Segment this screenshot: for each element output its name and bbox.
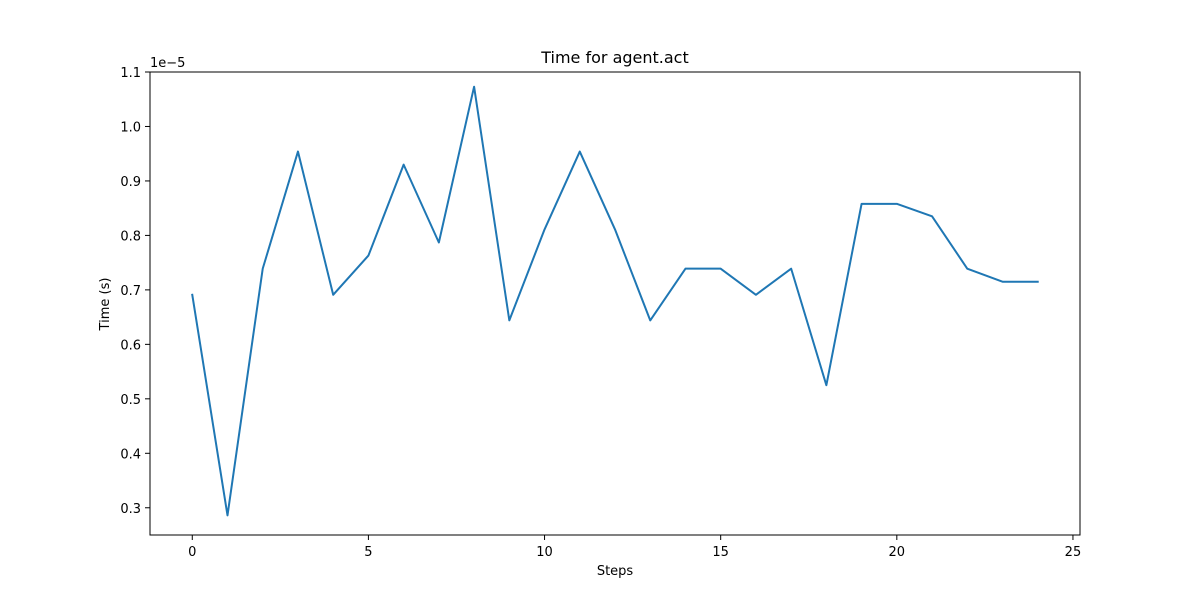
- x-tick-label: 25: [1065, 545, 1082, 560]
- y-tick-label: 0.9: [120, 175, 141, 190]
- y-tick-label: 0.8: [120, 229, 141, 244]
- series-layer: [191, 85, 1039, 517]
- chart-title: Time for agent.act: [540, 48, 689, 67]
- x-tick-label: 20: [889, 545, 906, 560]
- x-tick-label: 15: [712, 545, 729, 560]
- x-tick-label: 10: [536, 545, 553, 560]
- y-tick-label: 1.1: [120, 66, 141, 81]
- x-axis-ticks: 0 5 10 15 20 25: [188, 535, 1081, 560]
- series-line: [191, 85, 1039, 517]
- y-axis-offset-label: 1e−5: [150, 56, 185, 71]
- y-axis-label: Time (s): [98, 278, 113, 332]
- y-axis-ticks: 0.3 0.4 0.5 0.6 0.7 0.8 0.9 1.0 1.1: [120, 66, 150, 517]
- y-tick-label: 1.0: [120, 120, 141, 135]
- y-tick-label: 0.6: [120, 338, 141, 353]
- x-tick-label: 0: [188, 545, 196, 560]
- y-tick-label: 0.7: [120, 284, 141, 299]
- y-tick-label: 0.5: [120, 393, 141, 408]
- x-axis-label: Steps: [597, 564, 634, 579]
- x-tick-label: 5: [364, 545, 372, 560]
- y-tick-label: 0.4: [120, 447, 141, 462]
- y-tick-label: 0.3: [120, 502, 141, 517]
- plot-area-frame: [149, 71, 1081, 536]
